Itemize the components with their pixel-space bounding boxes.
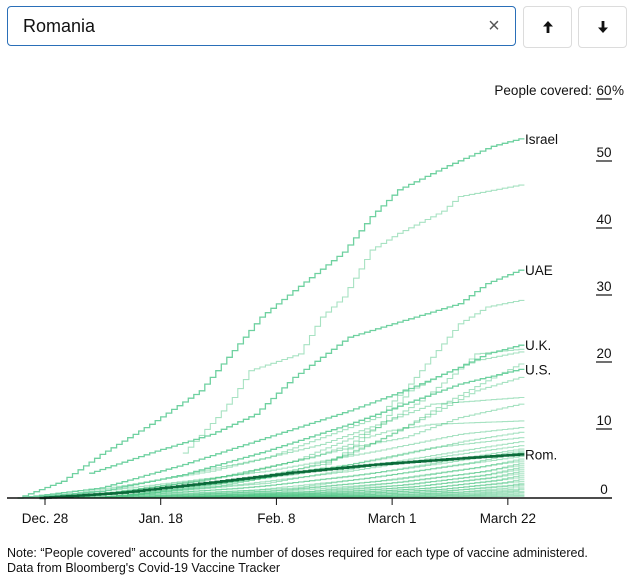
x-tick-label: Jan. 18: [139, 511, 183, 526]
x-axis: Dec. 28 Jan. 18 Feb. 8 March 1 March 22: [7, 497, 612, 526]
series-line: [199, 478, 525, 499]
x-tick-label: March 22: [480, 511, 536, 526]
series-line-uk: [17, 344, 525, 499]
series-line: [100, 464, 525, 499]
series-line: [182, 184, 525, 454]
x-tick-label: Feb. 8: [257, 511, 295, 526]
series-line: [111, 363, 525, 499]
vaccination-chart: Dec. 28 Jan. 18 Feb. 8 March 1 March 22 0 10 2…: [7, 83, 624, 526]
series-line: [72, 403, 525, 499]
search-box[interactable]: ×: [7, 6, 516, 46]
series-line: [232, 485, 525, 499]
series-label: Rom.: [525, 447, 557, 462]
y-tick-label: 20: [596, 346, 611, 361]
series-line: [45, 427, 525, 499]
y-tick-label: 50: [596, 145, 611, 160]
series-line: [155, 466, 525, 499]
y-unit-label: %: [612, 83, 624, 98]
series-line: [210, 482, 525, 499]
series-line: [144, 462, 525, 499]
series-line: [89, 460, 525, 499]
y-tick-label: 40: [596, 212, 611, 227]
x-tick-label: Dec. 28: [22, 511, 69, 526]
series-line: [127, 458, 525, 499]
arrow-down-icon: [597, 21, 608, 33]
series-line: [45, 396, 525, 499]
series-line: [72, 348, 525, 499]
search-input[interactable]: [8, 7, 479, 45]
series-line: [182, 474, 525, 499]
series-line: [111, 468, 525, 499]
previous-button[interactable]: [523, 6, 572, 48]
series-label: U.S.: [525, 362, 551, 377]
series-line: [155, 480, 525, 499]
series-label: UAE: [525, 263, 553, 278]
series-line: [100, 376, 525, 499]
series-line: [89, 441, 525, 499]
x-tick-label: March 1: [368, 511, 417, 526]
close-icon: ×: [488, 14, 500, 37]
footnote: Note: “People covered” accounts for the …: [7, 546, 588, 575]
series-label: U.K.: [525, 338, 551, 353]
clear-search-button[interactable]: ×: [479, 11, 509, 41]
background-series-group: [45, 184, 525, 499]
series-line: [72, 450, 525, 499]
series-labels: Israel UAE U.K. U.S. Rom.: [525, 132, 558, 463]
series-line: [177, 484, 525, 499]
y-tick-label: 60: [596, 83, 611, 98]
series-line: [78, 455, 525, 499]
series-line-romania: [39, 453, 525, 500]
series-line: [127, 472, 525, 499]
y-tick-label: 0: [600, 482, 608, 497]
y-tick-label: 10: [596, 413, 611, 428]
series-line: [111, 451, 525, 499]
y-axis-label: People covered:: [494, 83, 592, 98]
y-axis: 0 10 20 30 40 50 60%: [596, 83, 624, 497]
series-line: [144, 476, 525, 499]
arrow-up-icon: [542, 21, 553, 33]
series-line-israel: [17, 138, 525, 499]
series-line: [166, 470, 525, 499]
series-line-us: [17, 368, 525, 499]
next-button[interactable]: [578, 6, 627, 48]
series-line-uae: [89, 269, 525, 474]
y-tick-label: 30: [596, 279, 611, 294]
series-label: Israel: [525, 132, 558, 147]
labeled-series-group: [17, 138, 525, 500]
